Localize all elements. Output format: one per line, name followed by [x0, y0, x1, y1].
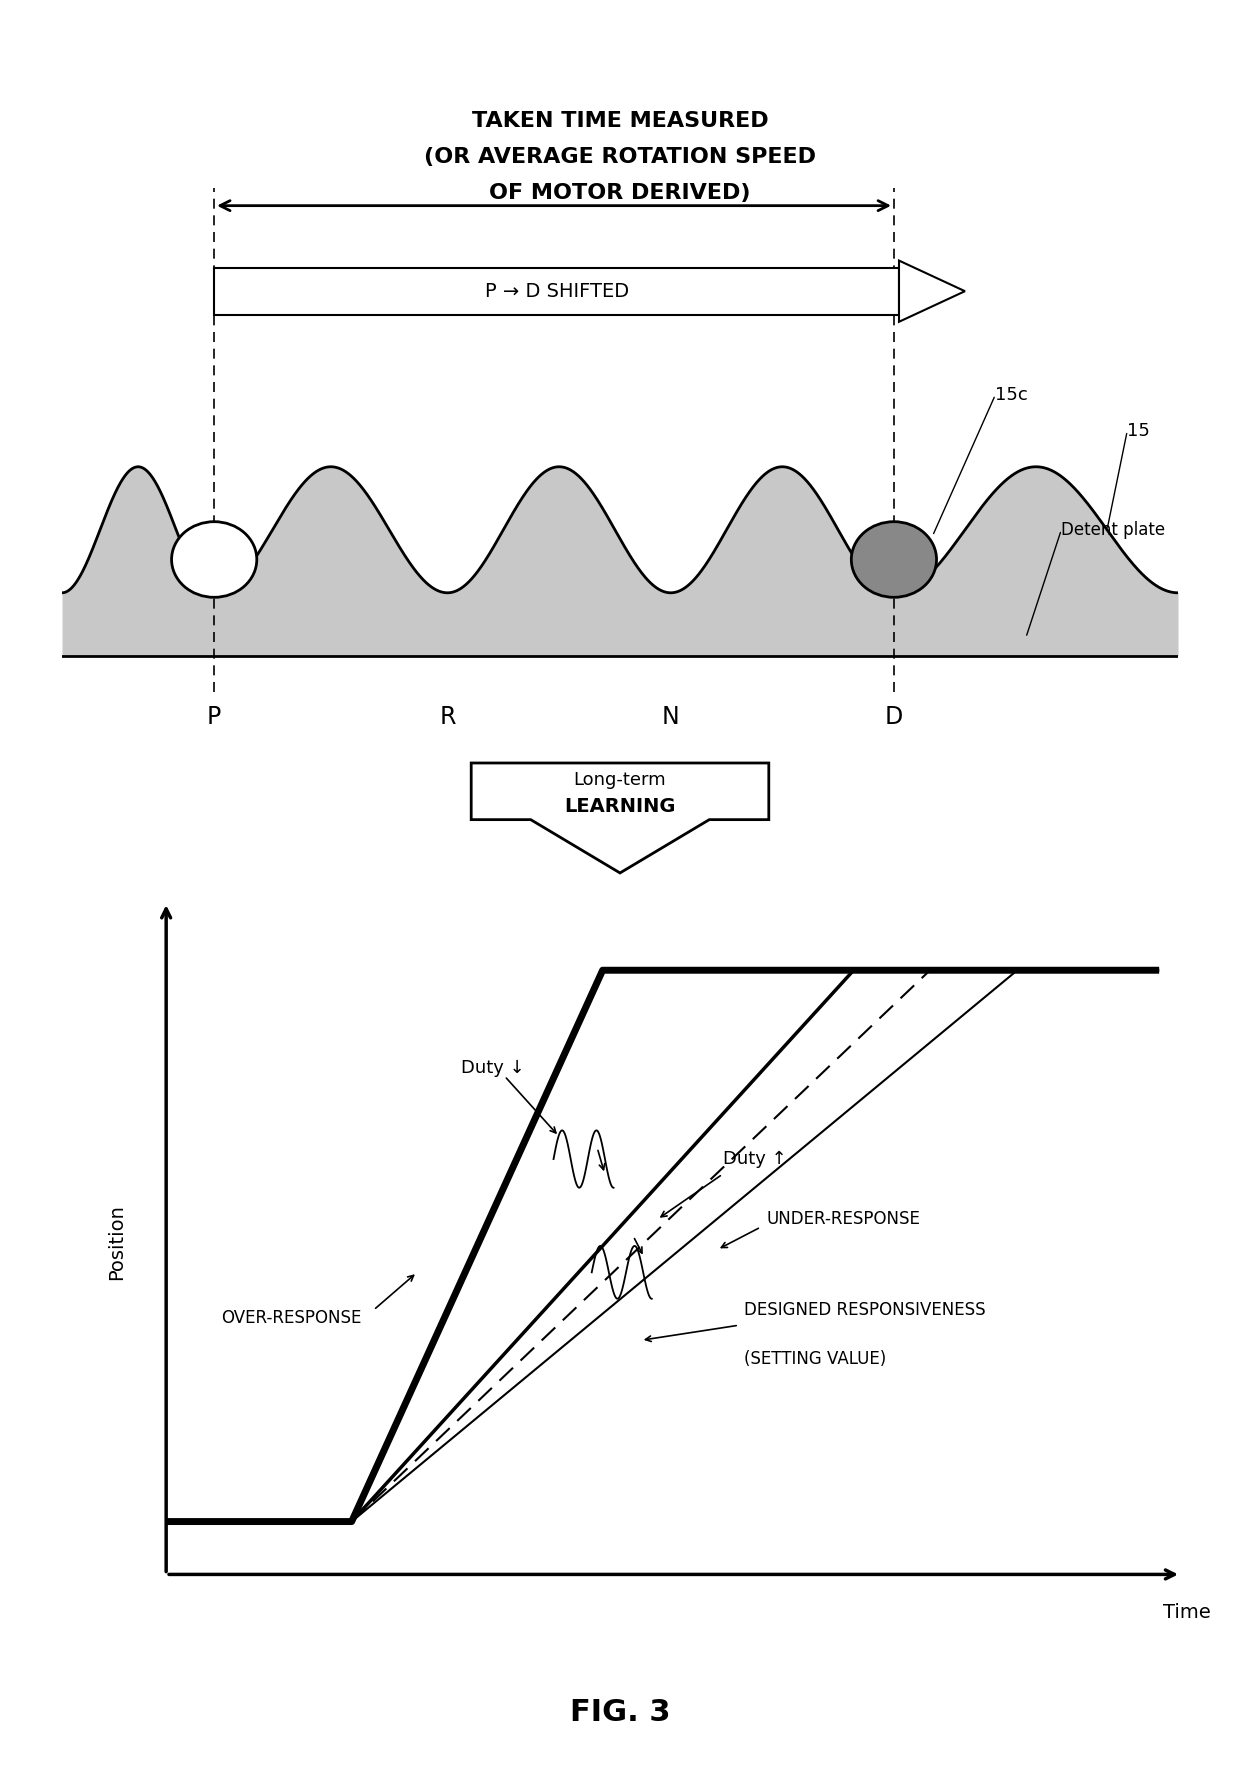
Text: TAKEN TIME MEASURED: TAKEN TIME MEASURED	[471, 112, 769, 131]
Polygon shape	[471, 762, 769, 873]
Polygon shape	[899, 261, 965, 322]
Text: P → D SHIFTED: P → D SHIFTED	[485, 283, 629, 300]
Text: 15c: 15c	[996, 386, 1028, 403]
Text: LEARNING: LEARNING	[564, 796, 676, 816]
Text: OVER-RESPONSE: OVER-RESPONSE	[221, 1308, 361, 1327]
Text: DESIGNED RESPONSIVENESS: DESIGNED RESPONSIVENESS	[744, 1301, 986, 1319]
Circle shape	[852, 522, 936, 597]
Text: Duty ↓: Duty ↓	[461, 1059, 525, 1077]
Text: Detent plate: Detent plate	[1061, 521, 1166, 538]
Text: D: D	[885, 705, 903, 729]
Text: N: N	[662, 705, 680, 729]
Bar	[215, 268, 899, 315]
Text: Long-term: Long-term	[574, 771, 666, 789]
Text: 15: 15	[1127, 421, 1151, 439]
Text: FIG. 3: FIG. 3	[569, 1699, 671, 1727]
Text: OF MOTOR DERIVED): OF MOTOR DERIVED)	[490, 183, 750, 203]
Circle shape	[171, 522, 257, 597]
Text: R: R	[439, 705, 456, 729]
Text: Position: Position	[108, 1205, 126, 1279]
Text: (SETTING VALUE): (SETTING VALUE)	[744, 1351, 887, 1368]
Text: P: P	[207, 705, 221, 729]
Text: Duty ↑: Duty ↑	[723, 1150, 786, 1167]
Text: Time: Time	[1163, 1603, 1210, 1622]
Text: (OR AVERAGE ROTATION SPEED: (OR AVERAGE ROTATION SPEED	[424, 147, 816, 167]
Text: UNDER-RESPONSE: UNDER-RESPONSE	[766, 1210, 920, 1228]
